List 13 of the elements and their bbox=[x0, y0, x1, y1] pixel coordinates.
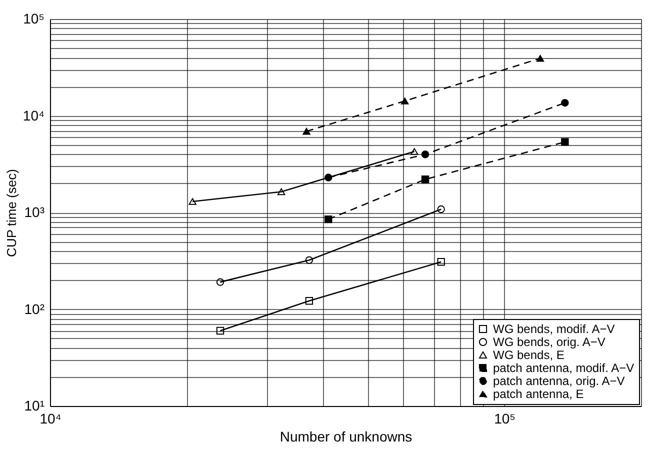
y-tick-label: 10³ bbox=[24, 204, 45, 220]
y-tick-label: 10¹ bbox=[24, 398, 45, 414]
y-tick-label: 10² bbox=[24, 300, 45, 317]
legend-label: patch antenna, E bbox=[493, 387, 584, 401]
y-tick-label: 10⁴ bbox=[22, 107, 44, 124]
legend-label: patch antenna, modif. A−V bbox=[493, 361, 634, 375]
y-tick-label: 10⁵ bbox=[23, 10, 44, 26]
legend-label: patch antenna, orig. A−V bbox=[493, 374, 625, 388]
legend-label: WG bends, modif. A−V bbox=[493, 322, 615, 336]
y-axis-title: CUP time (sec) bbox=[4, 169, 19, 257]
x-axis-title: Number of unknowns bbox=[280, 428, 412, 444]
legend-label: WG bends, orig. A−V bbox=[493, 335, 606, 349]
legend-label: WG bends, E bbox=[493, 348, 564, 362]
